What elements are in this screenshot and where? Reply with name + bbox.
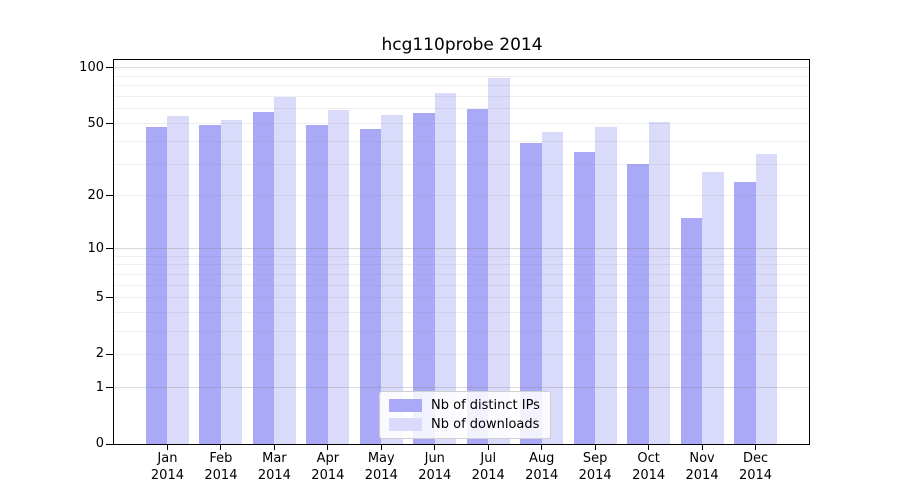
xtick-mark-mar [273,444,275,450]
ytick-mark-20 [106,195,113,197]
bar-jun-ips [413,113,435,444]
xtick-month-oct: Oct [637,451,660,466]
ytick-mark-0 [106,443,113,445]
ytick-mark-100 [106,67,113,69]
ytick-mark-1 [106,387,113,388]
xtick-label-jul: Jul 2014 [460,450,516,484]
legend: Nb of distinct IPs Nb of downloads [379,391,551,439]
bar-oct-ips [627,164,649,444]
xtick-label-apr: Apr 2014 [300,450,356,484]
xtick-month-jul: Jul [480,451,497,466]
plot-area: 0 1 2 5 10 20 50 100 Jan 2014 Feb 2014 Mar 2014 Apr 201… [79,59,810,483]
bar-jan-downloads [167,115,189,444]
legend-swatch-distinct-ips [389,399,422,412]
xtick-mark-sep [594,444,596,450]
ytick-label-2: 2 [95,346,104,362]
xtick-label-oct: Oct 2014 [621,450,677,484]
bar-aug-downloads [541,132,564,444]
xtick-month-nov: Nov [689,451,715,466]
xtick-year-nov: 2014 [685,468,719,483]
xtick-mark-may [380,444,382,450]
bar-oct-downloads [648,122,671,444]
xtick-mark-apr [327,444,329,450]
xtick-label-aug: Aug 2014 [514,450,570,484]
bar-feb-ips [199,125,221,444]
chart-title: hcg110probe 2014 [381,35,543,55]
xtick-mark-aug [541,444,543,450]
xtick-label-mar: Mar 2014 [246,450,302,484]
xtick-year-jul: 2014 [471,468,505,483]
bar-sep-downloads [595,126,617,444]
xtick-mark-oct [648,444,650,450]
legend-label-distinct-ips: Nb of distinct IPs [431,398,540,413]
ytick-label-10: 10 [87,240,104,256]
xtick-month-dec: Dec [742,451,769,466]
bar-nov-ips [680,218,703,444]
xtick-year-sep: 2014 [578,468,612,483]
bar-aug-ips [520,143,542,444]
bar-feb-downloads [220,120,243,444]
xtick-mark-jan [166,444,168,450]
xtick-year-apr: 2014 [311,468,345,483]
xtick-label-may: May 2014 [353,450,409,484]
bar-mar-ips [252,111,275,444]
xtick-month-mar: Mar [262,451,287,466]
xtick-mark-feb [220,444,222,450]
bar-may-ips [359,128,382,444]
xtick-month-jun: Jun [424,451,445,466]
bar-jul-downloads [488,78,510,444]
legend-entry-downloads: Nb of downloads [389,417,540,432]
xtick-label-dec: Dec 2014 [728,450,784,484]
xtick-month-feb: Feb [209,451,233,466]
xtick-label-jan: Jan 2014 [139,450,195,484]
ytick-label-0: 0 [95,436,104,451]
xtick-year-dec: 2014 [738,468,773,483]
bar-jun-downloads [434,93,457,444]
xtick-mark-jun [434,444,436,450]
xtick-month-aug: Aug [528,451,555,466]
ytick-label-50: 50 [87,115,104,131]
bar-nov-downloads [702,172,724,444]
xtick-month-jan: Jan [157,451,178,466]
xtick-year-jun: 2014 [418,468,452,483]
bar-jul-ips [466,109,489,444]
xtick-year-aug: 2014 [525,468,559,483]
xtick-label-nov: Nov 2014 [674,450,730,484]
legend-entry-distinct-ips: Nb of distinct IPs [389,398,540,413]
xtick-label-sep: Sep 2014 [567,450,623,484]
xtick-label-jun: Jun 2014 [407,450,463,484]
ytick-label-20: 20 [87,187,104,203]
xtick-label-feb: Feb 2014 [193,450,249,484]
ytick-mark-10 [106,248,113,250]
ytick-label-5: 5 [95,289,104,305]
bar-apr-ips [306,125,328,444]
ytick-mark-5 [106,297,113,299]
bar-sep-ips [573,151,596,444]
ytick-label-100: 100 [79,59,104,75]
xtick-year-mar: 2014 [257,468,291,483]
bar-mar-downloads [274,96,296,444]
xtick-mark-nov [701,444,703,450]
bar-apr-downloads [327,110,350,444]
bar-may-downloads [381,114,403,444]
xtick-month-apr: Apr [316,451,340,466]
ytick-label-1: 1 [95,379,104,395]
ytick-mark-50 [106,123,113,125]
legend-swatch-downloads [389,418,422,431]
ytick-mark-2 [106,353,113,355]
bar-dec-ips [734,181,756,444]
xtick-year-feb: 2014 [204,468,238,483]
bar-dec-downloads [755,154,778,444]
xtick-month-sep: Sep [582,451,608,466]
bars-layer [114,60,809,444]
legend-label-downloads: Nb of downloads [431,417,540,432]
xtick-month-may: May [367,451,395,466]
xtick-mark-dec [755,444,757,450]
xtick-year-jan: 2014 [150,468,184,483]
xtick-mark-jul [487,444,489,450]
xtick-year-oct: 2014 [632,468,666,483]
xtick-year-may: 2014 [364,468,398,483]
bar-jan-ips [145,126,168,444]
